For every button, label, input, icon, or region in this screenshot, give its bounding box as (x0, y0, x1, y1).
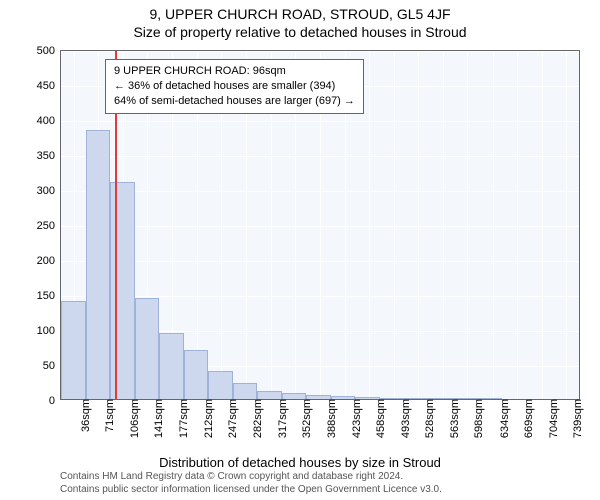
gridline-v (566, 51, 567, 399)
annotation-line: ← 36% of detached houses are smaller (39… (114, 79, 355, 94)
gridline-v (493, 51, 494, 399)
histogram-bar (257, 391, 282, 399)
histogram-bar (478, 398, 503, 399)
x-tick-label: 634sqm (493, 399, 511, 438)
footer-line: Contains public sector information licen… (60, 484, 442, 497)
histogram-bar (306, 395, 331, 399)
histogram-bar (380, 398, 405, 399)
x-tick-label: 598sqm (467, 399, 485, 438)
histogram-bar (184, 350, 209, 399)
x-tick-label: 388sqm (320, 399, 338, 438)
x-tick-label: 317sqm (271, 399, 289, 438)
histogram-bar (86, 130, 111, 400)
x-tick-label: 669sqm (517, 399, 535, 438)
x-tick-label: 704sqm (542, 399, 560, 438)
histogram-bar (135, 298, 160, 400)
y-tick-label: 300 (37, 185, 61, 197)
x-tick-label: 493sqm (394, 399, 412, 438)
footer-line: Contains HM Land Registry data © Crown c… (60, 471, 442, 484)
y-tick-label: 250 (37, 220, 61, 232)
histogram-bar (282, 393, 307, 399)
x-tick-label: 528sqm (418, 399, 436, 438)
x-axis-label: Distribution of detached houses by size … (0, 455, 600, 470)
x-tick-label: 177sqm (172, 399, 190, 438)
y-tick-label: 100 (37, 325, 61, 337)
gridline-v (369, 51, 370, 399)
histogram-bar (453, 398, 478, 399)
annotation-line: 64% of semi-detached houses are larger (… (114, 94, 355, 109)
histogram-chart: 05010015020025030035040045050036sqm71sqm… (60, 50, 580, 400)
x-tick-label: 71sqm (98, 399, 116, 432)
histogram-bar (429, 398, 454, 399)
plot-area: 05010015020025030035040045050036sqm71sqm… (60, 50, 580, 400)
x-tick-label: 458sqm (369, 399, 387, 438)
y-tick-label: 150 (37, 290, 61, 302)
y-tick-label: 0 (49, 395, 61, 407)
annotation-box: 9 UPPER CHURCH ROAD: 96sqm← 36% of detac… (105, 59, 364, 114)
page-title: 9, UPPER CHURCH ROAD, STROUD, GL5 4JF (0, 0, 600, 22)
gridline-v (467, 51, 468, 399)
x-tick-label: 141sqm (147, 399, 165, 438)
histogram-bar (404, 398, 429, 399)
x-tick-label: 352sqm (295, 399, 313, 438)
y-tick-label: 50 (43, 360, 61, 372)
page-subtitle: Size of property relative to detached ho… (0, 22, 600, 44)
x-tick-label: 106sqm (123, 399, 141, 438)
annotation-line: 9 UPPER CHURCH ROAD: 96sqm (114, 64, 355, 79)
gridline-v (517, 51, 518, 399)
y-tick-label: 400 (37, 115, 61, 127)
y-tick-label: 200 (37, 255, 61, 267)
x-tick-label: 247sqm (221, 399, 239, 438)
y-tick-label: 350 (37, 150, 61, 162)
histogram-bar (208, 371, 233, 399)
x-tick-label: 563sqm (443, 399, 461, 438)
histogram-bar (233, 383, 258, 399)
x-tick-label: 36sqm (74, 399, 92, 432)
x-tick-label: 739sqm (566, 399, 584, 438)
histogram-bar (159, 333, 184, 400)
gridline-v (394, 51, 395, 399)
y-tick-label: 450 (37, 80, 61, 92)
gridline-v (443, 51, 444, 399)
histogram-bar (61, 301, 86, 399)
x-tick-label: 212sqm (197, 399, 215, 438)
x-tick-label: 282sqm (246, 399, 264, 438)
gridline-v (542, 51, 543, 399)
gridline-v (418, 51, 419, 399)
y-tick-label: 500 (37, 45, 61, 57)
x-tick-label: 423sqm (345, 399, 363, 438)
footer-attribution: Contains HM Land Registry data © Crown c… (60, 471, 442, 496)
histogram-bar (355, 397, 380, 399)
histogram-bar (331, 396, 356, 399)
